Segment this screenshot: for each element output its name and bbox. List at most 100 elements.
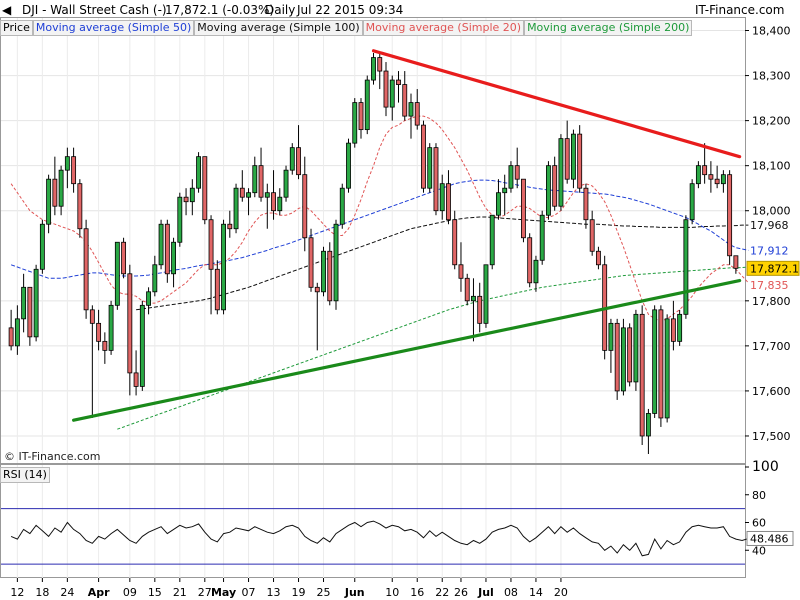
candle <box>21 273 27 333</box>
candle-body <box>46 178 52 225</box>
candle <box>489 214 495 270</box>
candle <box>439 174 445 220</box>
candle <box>689 179 695 225</box>
candle <box>277 188 283 216</box>
candle-body <box>477 295 483 324</box>
candle <box>639 305 645 445</box>
candle <box>708 161 714 193</box>
candle-body <box>239 187 245 198</box>
candle-body <box>714 178 720 185</box>
candle <box>358 98 364 139</box>
candle-body <box>458 264 464 279</box>
chart-header: ◀ DJI - Wall Street Cash (-) 17,872.1 (-… <box>0 0 800 18</box>
candle-body <box>683 219 689 315</box>
candle-body <box>296 147 301 176</box>
candle <box>658 305 664 427</box>
candle-body <box>521 178 526 239</box>
candle-body <box>208 219 214 270</box>
legend-price[interactable]: Price <box>0 20 33 36</box>
candle <box>164 219 170 283</box>
candle <box>727 170 733 265</box>
candle <box>102 332 108 364</box>
price-tick-label: 18,100 <box>752 160 791 173</box>
resistance-trendline <box>371 49 742 159</box>
x-tick-label: Jun <box>344 586 365 599</box>
candle-body <box>352 102 358 144</box>
candle-body <box>639 313 645 437</box>
candle <box>702 143 708 184</box>
x-tick-label: 15 <box>148 586 162 599</box>
candle-body <box>96 322 102 342</box>
candle-body <box>608 322 614 351</box>
candle-body <box>27 286 33 338</box>
candle-body <box>427 147 433 189</box>
indicator-legend: Price Moving average (Simple 50) Moving … <box>0 20 693 36</box>
legend-sma200[interactable]: Moving average (Simple 200) <box>524 20 693 36</box>
candle-body <box>421 124 426 189</box>
candle <box>464 273 470 306</box>
candle-body <box>246 192 251 198</box>
candle <box>214 260 220 315</box>
candle-body <box>433 147 439 212</box>
candle-body <box>77 183 83 230</box>
candle-body <box>202 156 208 221</box>
candle <box>14 305 20 355</box>
candle <box>483 264 489 328</box>
candle <box>227 210 233 238</box>
candle <box>446 170 451 225</box>
candle <box>202 156 208 225</box>
candle-body <box>71 156 77 185</box>
candle-body <box>402 84 408 117</box>
x-tick-label: 16 <box>410 586 424 599</box>
candle-body <box>52 178 58 207</box>
candle-body <box>33 268 39 338</box>
candle-body <box>446 183 451 221</box>
candle <box>196 152 201 193</box>
last-price-box <box>746 260 800 276</box>
candle <box>377 53 383 90</box>
candle-body <box>327 250 333 302</box>
candle-body <box>64 156 70 171</box>
candle <box>321 246 326 297</box>
candle <box>733 255 739 274</box>
candle <box>239 170 245 202</box>
candle-body <box>127 273 133 374</box>
candle <box>96 309 102 351</box>
candle-body <box>271 192 276 212</box>
legend-sma100[interactable]: Moving average (Simple 100) <box>194 20 363 36</box>
rsi-last-box <box>746 530 794 546</box>
candle-body <box>627 327 633 383</box>
candle <box>339 183 345 229</box>
candle-body <box>89 309 95 324</box>
candle <box>396 71 401 103</box>
collapse-arrow-icon[interactable]: ◀ <box>2 3 12 17</box>
candle <box>8 309 14 351</box>
candle <box>583 183 589 229</box>
candle-body <box>114 241 120 306</box>
candle-body <box>146 291 152 306</box>
candle-body <box>233 187 239 230</box>
candle <box>83 219 89 319</box>
candle-body <box>595 250 601 266</box>
candle <box>433 143 439 216</box>
candle-body <box>333 223 339 302</box>
candle-body <box>695 165 701 185</box>
candle-body <box>583 187 589 221</box>
x-tick-label: 07 <box>242 586 256 599</box>
x-tick-label: 14 <box>529 586 543 599</box>
candle-body <box>408 102 414 117</box>
candle <box>389 75 395 121</box>
rsi-label[interactable]: RSI (14) <box>0 467 50 483</box>
candle-body <box>177 196 183 243</box>
x-tick-label: 27 <box>198 586 212 599</box>
legend-sma20[interactable]: Moving average (Simple 20) <box>362 20 525 36</box>
candle <box>402 71 408 121</box>
candle <box>558 134 564 211</box>
x-tick-label: May <box>211 586 236 599</box>
candle-body <box>139 304 145 387</box>
price-tick-label: 18,400 <box>752 25 791 38</box>
legend-sma50[interactable]: Moving average (Simple 50) <box>32 20 195 36</box>
price-tick-label: 18,300 <box>752 70 791 83</box>
datetime-label: Jul 22 2015 09:34 <box>297 3 404 17</box>
candle-body <box>514 165 520 180</box>
